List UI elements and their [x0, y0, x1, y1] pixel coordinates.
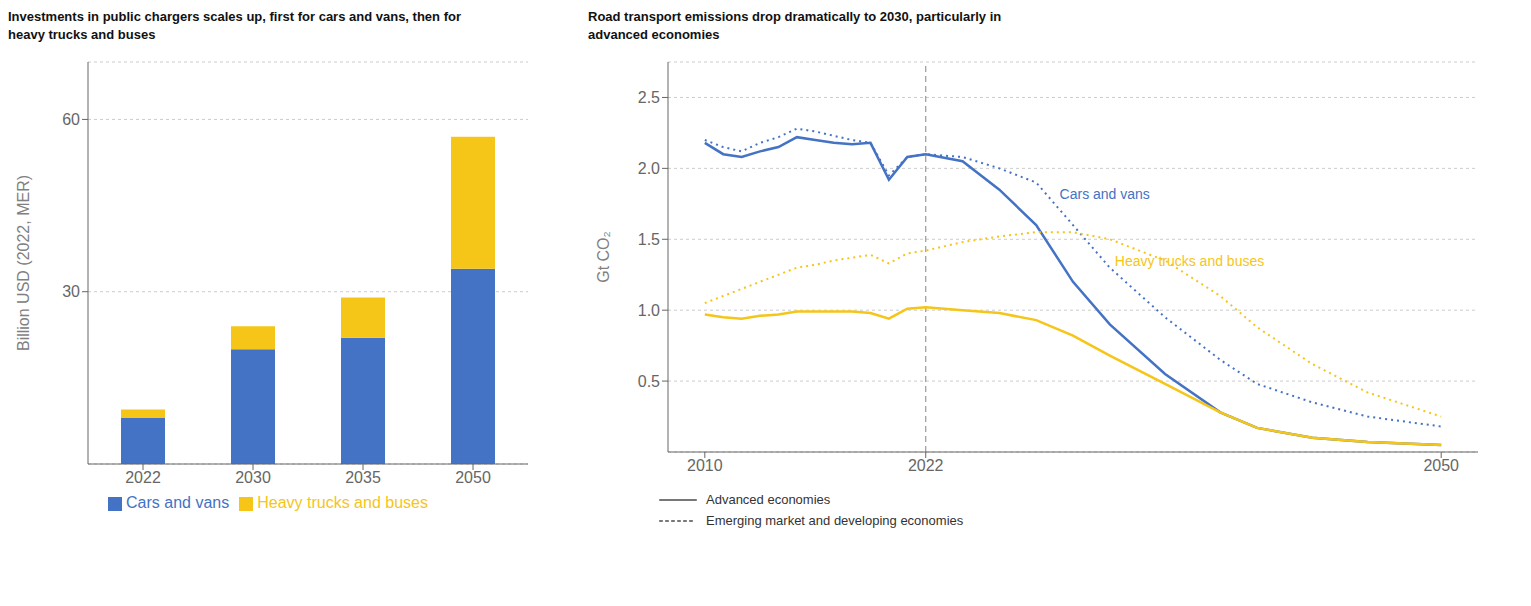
html-text:Advanced economies: Advanced economies	[706, 492, 831, 507]
svg-text:2050: 2050	[1423, 457, 1459, 474]
svg-text:2035: 2035	[345, 469, 381, 486]
html-text:Cars and vans: Cars and vans	[126, 494, 230, 511]
svg-text:30: 30	[62, 283, 80, 300]
svg-text:2.0: 2.0	[638, 160, 660, 177]
html-text:Emerging market and developing: Emerging market and developing economies	[706, 513, 964, 528]
html-text:advanced economies: advanced economies	[588, 27, 720, 42]
svg-text:2.5: 2.5	[638, 89, 660, 106]
svg-text:Gt CO₂: Gt CO₂	[595, 231, 612, 283]
html-text:Investments in public chargers: Investments in public chargers scales up…	[8, 9, 461, 24]
svg-text:Billion USD (2022, MER): Billion USD (2022, MER)	[15, 175, 32, 351]
svg-text:2050: 2050	[455, 469, 491, 486]
svg-text:1.5: 1.5	[638, 231, 660, 248]
svg-text:2030: 2030	[235, 469, 271, 486]
svg-text:1.0: 1.0	[638, 302, 660, 319]
svg-text:2010: 2010	[687, 457, 723, 474]
html-text:Heavy trucks and buses: Heavy trucks and buses	[257, 494, 428, 511]
svg-text:60: 60	[62, 111, 80, 128]
html-text:heavy trucks and buses: heavy trucks and buses	[8, 27, 156, 42]
svg-text:2022: 2022	[908, 457, 944, 474]
svg-text:0.5: 0.5	[638, 373, 660, 390]
html-text:Road transport emissions drop: Road transport emissions drop dramatical…	[588, 9, 1002, 24]
svg-text:2022: 2022	[125, 469, 161, 486]
svg-text:Cars and vans: Cars and vans	[1060, 186, 1150, 202]
svg-text:Heavy trucks and buses: Heavy trucks and buses	[1115, 253, 1264, 269]
